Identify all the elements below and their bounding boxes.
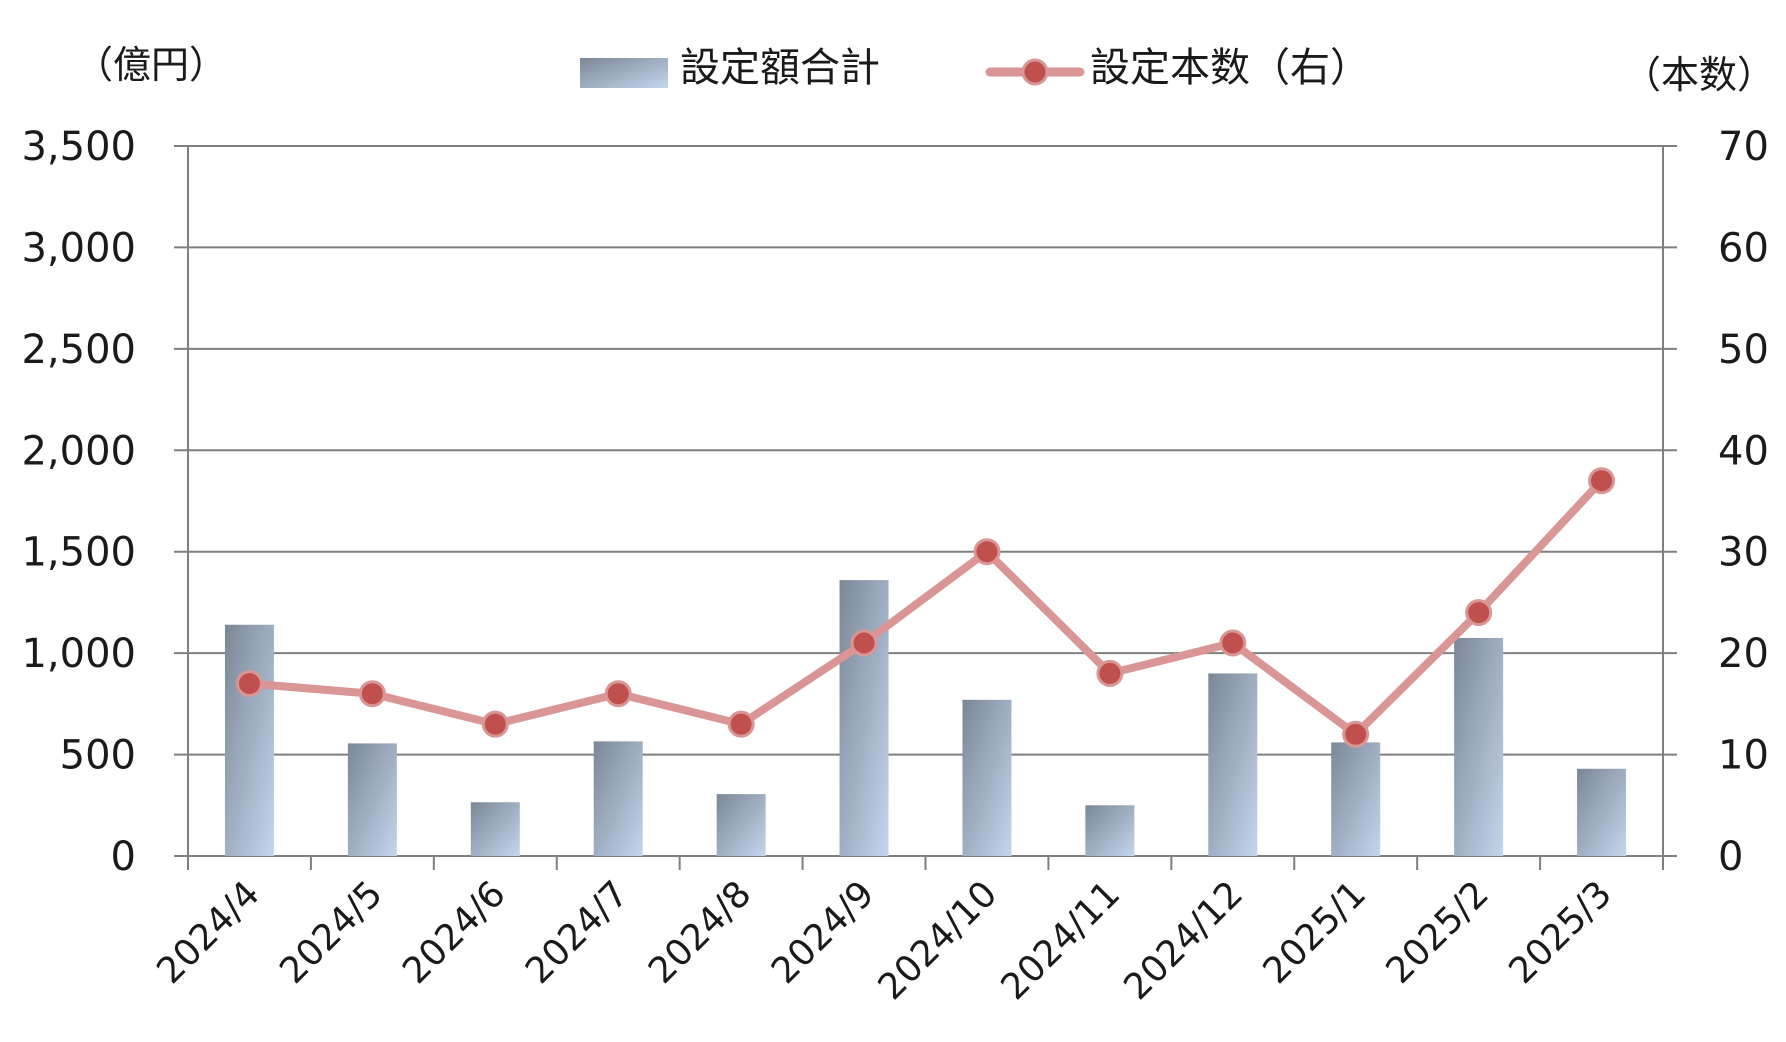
line-marker: [1465, 599, 1493, 627]
left-tick-label: 2,500: [21, 327, 136, 373]
x-tick-label: 2024/10: [871, 873, 1006, 1008]
x-tick-label: 2024/4: [149, 873, 268, 992]
x-tick-label: 2024/6: [395, 873, 514, 992]
x-tick-label: 2025/2: [1378, 873, 1497, 992]
left-axis-unit-label: （億円）: [75, 43, 227, 87]
line-marker: [1219, 629, 1247, 657]
line-marker: [850, 629, 878, 657]
x-tick-label: 2025/3: [1501, 873, 1620, 992]
bar: [1577, 768, 1627, 856]
bar: [1454, 637, 1504, 856]
bar: [224, 624, 274, 856]
legend-bar-label: 設定額合計: [680, 45, 880, 91]
line-marker: [1342, 720, 1370, 748]
x-tick-label: 2024/11: [993, 873, 1128, 1008]
line-marker: [235, 670, 263, 698]
left-tick-label: 1,000: [21, 631, 136, 677]
line-marker: [1588, 467, 1616, 495]
x-tick-label: 2024/5: [272, 873, 391, 992]
line-marker: [727, 710, 755, 738]
line-marker: [358, 680, 386, 708]
x-axis-ticks: 2024/4 2024/5 2024/6 2024/7 2024/8 2024/92024…: [149, 873, 1620, 1008]
line-series: [235, 467, 1616, 748]
x-tick-label: 2024/8: [641, 873, 760, 992]
right-tick-label: 10: [1718, 733, 1769, 779]
right-tick-label: 40: [1718, 428, 1769, 474]
left-tick-label: 3,500: [21, 124, 136, 170]
line-marker: [973, 538, 1001, 566]
line-marker: [604, 680, 632, 708]
right-tick-label: 60: [1718, 225, 1769, 271]
right-tick-label: 50: [1718, 327, 1769, 373]
left-tick-label: 3,000: [21, 225, 136, 271]
left-tick-label: 2,000: [21, 428, 136, 474]
bar: [1208, 673, 1258, 856]
left-tick-label: 500: [60, 733, 136, 779]
legend-line-label: 設定本数（右）: [1090, 45, 1370, 91]
legend-bar-swatch: [580, 58, 668, 88]
legend: 設定額合計 設定本数（右）: [580, 45, 1370, 91]
bar: [347, 743, 397, 856]
x-tick-label: 2025/1: [1256, 873, 1375, 992]
left-tick-label: 1,500: [21, 530, 136, 576]
bar: [839, 580, 889, 856]
legend-line-marker: [1021, 58, 1049, 86]
right-tick-label: 0: [1718, 834, 1743, 880]
left-tick-label: 0: [111, 834, 136, 880]
left-axis-ticks: 0 500 1,000 1,500 2,000 2,500 3,000 3,500: [21, 124, 136, 880]
right-tick-label: 70: [1718, 124, 1769, 170]
right-axis-unit-label: （本数）: [1623, 53, 1775, 97]
bar: [593, 741, 643, 856]
bar: [716, 794, 766, 856]
x-tick-label: 2024/12: [1116, 873, 1251, 1008]
right-tick-label: 20: [1718, 631, 1769, 677]
x-tick-label: 2024/7: [518, 873, 637, 992]
right-axis-ticks: 0 10 20 30 40 50 60 70: [1718, 124, 1769, 880]
bar: [1085, 805, 1135, 856]
right-tick-label: 30: [1718, 530, 1769, 576]
axes: [187, 146, 1664, 870]
line-marker: [481, 710, 509, 738]
bar-series: [224, 580, 1627, 856]
x-tick-label: 2024/9: [764, 873, 883, 992]
gridlines: [174, 145, 1677, 857]
bar: [470, 802, 520, 856]
line-marker: [1096, 659, 1124, 687]
bar: [1331, 742, 1381, 856]
series-line: [249, 477, 1605, 739]
bar: [962, 699, 1012, 856]
